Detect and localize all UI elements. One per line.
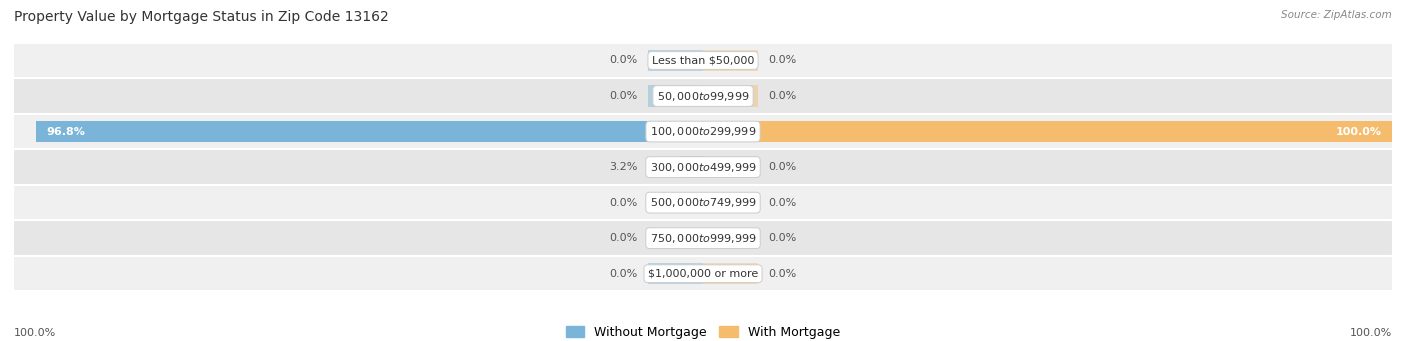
- Bar: [703, 227, 758, 249]
- Text: 3.2%: 3.2%: [609, 162, 637, 172]
- Text: 0.0%: 0.0%: [609, 56, 637, 65]
- Text: $750,000 to $999,999: $750,000 to $999,999: [650, 232, 756, 245]
- Text: Less than $50,000: Less than $50,000: [652, 56, 754, 65]
- Text: 0.0%: 0.0%: [769, 91, 797, 101]
- Bar: [703, 263, 758, 284]
- FancyBboxPatch shape: [14, 114, 1392, 149]
- Text: 0.0%: 0.0%: [609, 91, 637, 101]
- FancyBboxPatch shape: [14, 43, 1392, 78]
- Bar: [703, 50, 758, 71]
- Bar: [648, 192, 703, 213]
- Text: 0.0%: 0.0%: [609, 269, 637, 279]
- Bar: [703, 192, 758, 213]
- FancyBboxPatch shape: [14, 220, 1392, 256]
- FancyBboxPatch shape: [14, 256, 1392, 292]
- Text: 0.0%: 0.0%: [609, 198, 637, 208]
- Bar: [648, 227, 703, 249]
- FancyBboxPatch shape: [14, 78, 1392, 114]
- Text: $500,000 to $749,999: $500,000 to $749,999: [650, 196, 756, 209]
- Text: Source: ZipAtlas.com: Source: ZipAtlas.com: [1281, 10, 1392, 20]
- Bar: [648, 263, 703, 284]
- Bar: [703, 157, 758, 178]
- Text: $300,000 to $499,999: $300,000 to $499,999: [650, 161, 756, 174]
- Bar: [37, 121, 703, 142]
- Bar: [648, 50, 703, 71]
- Text: 0.0%: 0.0%: [769, 198, 797, 208]
- FancyBboxPatch shape: [14, 149, 1392, 185]
- Bar: [703, 121, 1392, 142]
- Text: 0.0%: 0.0%: [769, 56, 797, 65]
- Bar: [681, 157, 703, 178]
- Text: 0.0%: 0.0%: [769, 269, 797, 279]
- Text: 0.0%: 0.0%: [769, 162, 797, 172]
- Text: 100.0%: 100.0%: [1350, 328, 1392, 338]
- Text: Property Value by Mortgage Status in Zip Code 13162: Property Value by Mortgage Status in Zip…: [14, 10, 389, 24]
- Text: $100,000 to $299,999: $100,000 to $299,999: [650, 125, 756, 138]
- Bar: [648, 85, 703, 107]
- Text: 100.0%: 100.0%: [14, 328, 56, 338]
- Bar: [703, 85, 758, 107]
- Legend: Without Mortgage, With Mortgage: Without Mortgage, With Mortgage: [562, 322, 844, 341]
- Text: $1,000,000 or more: $1,000,000 or more: [648, 269, 758, 279]
- Text: 100.0%: 100.0%: [1336, 127, 1382, 136]
- FancyBboxPatch shape: [14, 185, 1392, 220]
- Text: 0.0%: 0.0%: [609, 233, 637, 243]
- Text: 96.8%: 96.8%: [46, 127, 86, 136]
- Text: $50,000 to $99,999: $50,000 to $99,999: [657, 89, 749, 103]
- Text: 0.0%: 0.0%: [769, 233, 797, 243]
